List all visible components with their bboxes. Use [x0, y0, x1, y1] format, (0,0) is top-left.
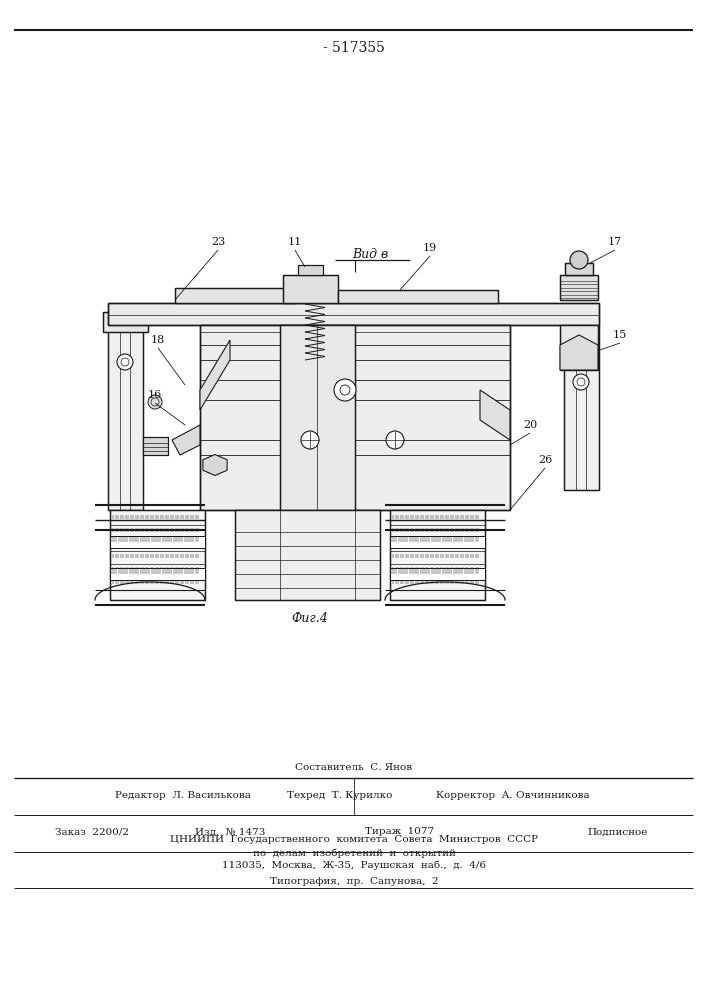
Bar — [564, 325, 599, 490]
Bar — [235, 510, 380, 600]
Bar — [103, 312, 148, 332]
Circle shape — [148, 395, 162, 409]
Text: ЦНИИПИ  Государственного  комитета  Совета  Министров  СССР: ЦНИИПИ Государственного комитета Совета … — [170, 836, 538, 844]
Bar — [390, 536, 485, 548]
Bar — [110, 568, 205, 580]
Bar — [108, 303, 599, 325]
Bar — [560, 325, 598, 370]
Text: Вид в: Вид в — [352, 248, 388, 261]
Polygon shape — [200, 340, 230, 410]
Text: 18: 18 — [151, 335, 165, 345]
Text: Заказ  2200/2: Заказ 2200/2 — [55, 828, 129, 836]
Text: Редактор  Л. Василькова: Редактор Л. Василькова — [115, 790, 251, 800]
Text: 17: 17 — [608, 237, 622, 247]
Bar — [390, 568, 485, 580]
Bar — [560, 275, 598, 300]
Bar — [565, 263, 593, 275]
Bar — [110, 536, 205, 548]
Polygon shape — [203, 454, 227, 476]
Bar — [338, 290, 498, 303]
Text: Техред  Т. Курилко: Техред Т. Курилко — [287, 790, 392, 800]
Text: 11: 11 — [288, 237, 302, 247]
Text: 19: 19 — [423, 243, 437, 253]
Circle shape — [117, 354, 133, 370]
Bar — [564, 325, 599, 490]
Bar — [108, 325, 143, 510]
Text: по  делам  изобретений  и  открытий: по делам изобретений и открытий — [252, 848, 455, 858]
Bar — [103, 312, 148, 332]
Bar — [560, 325, 598, 370]
Bar — [175, 288, 295, 303]
Bar — [283, 275, 338, 303]
Circle shape — [340, 385, 350, 395]
Bar — [143, 437, 168, 455]
Text: Корректор  А. Овчинникова: Корректор А. Овчинникова — [436, 790, 590, 800]
Text: 113035,  Москва,  Ж-35,  Раушская  наб.,  д.  4/6: 113035, Москва, Ж-35, Раушская наб., д. … — [222, 860, 486, 870]
Text: 23: 23 — [211, 237, 225, 247]
Bar — [110, 536, 205, 548]
Text: Изд.  № 1473: Изд. № 1473 — [195, 828, 265, 836]
Bar — [280, 325, 355, 510]
Circle shape — [570, 251, 588, 269]
Bar — [143, 437, 168, 455]
Bar — [283, 275, 338, 303]
Bar — [298, 265, 323, 275]
Text: Типография,  пр.  Сапунова,  2: Типография, пр. Сапунова, 2 — [269, 878, 438, 886]
Bar — [390, 510, 485, 600]
Bar — [560, 275, 598, 300]
Bar — [280, 325, 355, 510]
Text: 26: 26 — [538, 455, 552, 465]
Circle shape — [573, 374, 589, 390]
Bar — [200, 325, 510, 510]
Bar — [390, 568, 485, 580]
Bar — [390, 510, 485, 600]
Bar — [108, 303, 599, 325]
Bar — [338, 290, 498, 303]
Bar — [200, 325, 510, 510]
Bar — [110, 568, 205, 580]
Polygon shape — [560, 335, 598, 370]
Bar — [565, 263, 593, 275]
Text: 16: 16 — [148, 390, 162, 400]
Polygon shape — [480, 390, 510, 440]
Text: 20: 20 — [523, 420, 537, 430]
Bar — [235, 510, 380, 600]
Circle shape — [334, 379, 356, 401]
Text: Подписное: Подписное — [588, 828, 648, 836]
Bar — [110, 510, 205, 600]
Circle shape — [386, 431, 404, 449]
Circle shape — [301, 431, 319, 449]
Bar — [390, 536, 485, 548]
Polygon shape — [172, 425, 200, 455]
Text: 15: 15 — [613, 330, 627, 340]
Text: Составитель  С. Янов: Составитель С. Янов — [296, 764, 413, 772]
Bar — [175, 288, 295, 303]
Bar — [298, 265, 323, 275]
Bar — [110, 510, 205, 600]
Text: Фиг.4: Фиг.4 — [291, 611, 328, 624]
Bar — [108, 325, 143, 510]
Text: Тираж  1077: Тираж 1077 — [366, 828, 435, 836]
Text: - 517355: - 517355 — [323, 41, 385, 55]
